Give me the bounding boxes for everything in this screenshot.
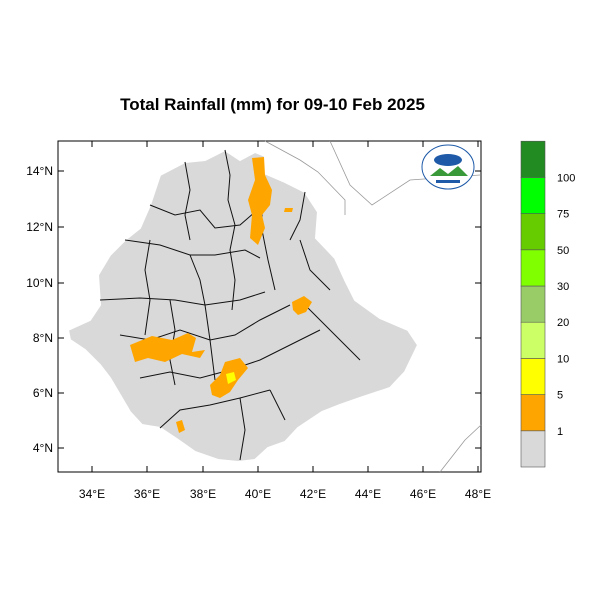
rain-area-south bbox=[176, 420, 185, 433]
lon-tick-label: 36°E bbox=[134, 487, 160, 501]
lon-tick-label: 44°E bbox=[355, 487, 381, 501]
legend-label: 5 bbox=[557, 390, 563, 402]
legend-color-box bbox=[520, 249, 546, 287]
plot-frame bbox=[57, 140, 482, 473]
map-title: Total Rainfall (mm) for 09-10 Feb 2025 bbox=[120, 95, 425, 114]
agency-logo bbox=[421, 144, 475, 190]
legend-label: 10 bbox=[557, 353, 569, 365]
legend-label: 30 bbox=[557, 281, 569, 293]
rain-area-north bbox=[248, 157, 272, 245]
legend-color-box bbox=[520, 358, 546, 395]
ethiopia-country bbox=[66, 148, 420, 464]
lon-tick-label: 42°E bbox=[300, 487, 326, 501]
legend-label: 50 bbox=[557, 245, 569, 257]
legend: 1 5 10 20 30 50 75 100 bbox=[520, 140, 575, 468]
legend-color-box bbox=[520, 140, 546, 178]
lat-tick-label: 14°N bbox=[26, 164, 53, 178]
lon-tick-label: 40°E bbox=[245, 487, 271, 501]
legend-color-boxes bbox=[520, 140, 546, 468]
rain-area-west bbox=[130, 333, 205, 362]
y-axis: 4°N 6°N 8°N 10°N 12°N 14°N bbox=[26, 164, 481, 455]
rain-area-east bbox=[292, 296, 312, 315]
legend-label: 100 bbox=[557, 172, 575, 184]
legend-color-box bbox=[520, 321, 546, 359]
rain-area-central-heavy bbox=[226, 372, 236, 384]
legend-color-box bbox=[520, 177, 546, 214]
lat-tick-label: 8°N bbox=[33, 331, 53, 345]
legend-color-box bbox=[520, 430, 546, 468]
lon-tick-label: 38°E bbox=[190, 487, 216, 501]
legend-labels: 1 5 10 20 30 50 75 100 bbox=[557, 172, 575, 437]
lat-tick-label: 12°N bbox=[26, 220, 53, 234]
x-axis: 34°E 36°E 38°E 40°E 42°E 44°E 46°E 48°E bbox=[79, 141, 491, 501]
lon-tick-label: 46°E bbox=[410, 487, 436, 501]
rain-area-northeast bbox=[284, 208, 293, 212]
legend-label: 75 bbox=[557, 209, 569, 221]
lon-tick-label: 48°E bbox=[465, 487, 491, 501]
lat-tick-label: 6°N bbox=[33, 386, 53, 400]
legend-color-box bbox=[520, 394, 546, 432]
legend-color-box bbox=[520, 213, 546, 251]
legend-color-box bbox=[520, 285, 546, 323]
lon-tick-label: 34°E bbox=[79, 487, 105, 501]
legend-label: 20 bbox=[557, 317, 569, 329]
lat-tick-label: 10°N bbox=[26, 276, 53, 290]
lat-tick-label: 4°N bbox=[33, 441, 53, 455]
legend-label: 1 bbox=[557, 426, 563, 438]
rainfall-areas bbox=[130, 157, 312, 433]
